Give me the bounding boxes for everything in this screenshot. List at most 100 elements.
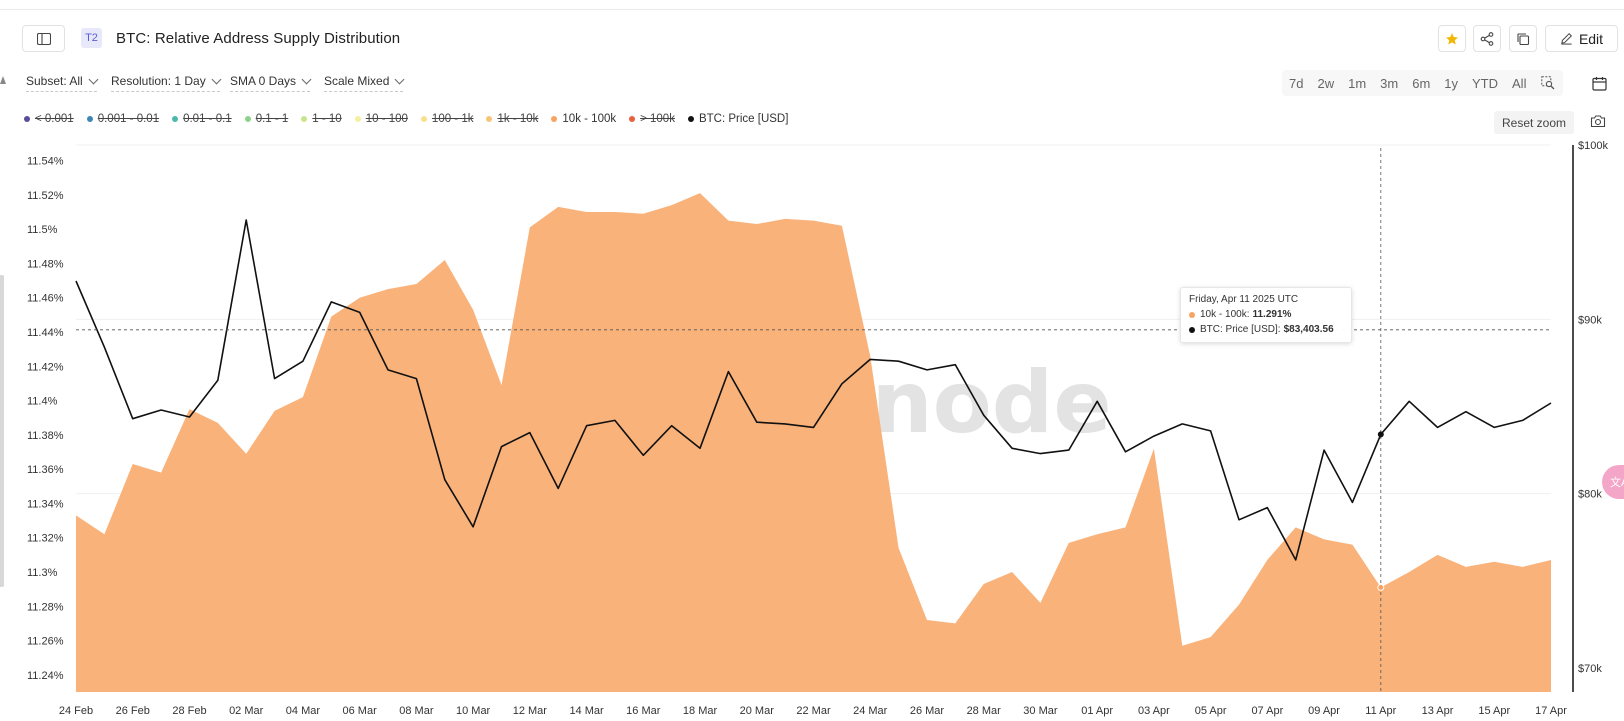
collapse-caret-icon[interactable] [0, 76, 6, 84]
x-tick-label: 01 Apr [1081, 705, 1113, 717]
subset-label: Subset: All [26, 74, 83, 88]
duplicate-button[interactable] [1509, 25, 1537, 52]
legend-label: < 0.001 [35, 113, 74, 125]
legend-dot-icon [687, 116, 694, 122]
range-6m-button[interactable]: 6m [1412, 75, 1431, 91]
x-tick-label: 28 Mar [967, 705, 1002, 717]
legend-item[interactable]: 0.1 - 1 [244, 113, 289, 125]
sidebar-panel-icon [36, 32, 51, 45]
left-scroll-handle[interactable] [0, 275, 4, 587]
y-left-tick-label: 11.38% [27, 430, 64, 442]
zoom-select-icon [1541, 76, 1555, 90]
tooltip-dot-black [1189, 326, 1195, 333]
tooltip-series2-label: BTC: Price [USD]: [1200, 324, 1281, 335]
legend-label: 10k - 100k [562, 113, 617, 125]
x-tick-label: 17 Apr [1535, 705, 1567, 717]
legend-item[interactable]: < 0.001 [24, 113, 74, 125]
page-title: BTC: Relative Address Supply Distributio… [116, 30, 401, 47]
tooltip-series1-label: 10k - 100k: [1200, 309, 1250, 320]
range-1y-button[interactable]: 1y [1444, 75, 1459, 91]
chart-controls: Subset: All Resolution: 1 Day SMA 0 Days… [0, 70, 1624, 96]
pencil-icon [1561, 32, 1572, 45]
tier-badge: T2 [81, 28, 102, 48]
chart-header: T2 BTC: Relative Address Supply Distribu… [0, 22, 1624, 56]
range-ytd-button[interactable]: YTD [1472, 75, 1499, 91]
chart-plot[interactable]: glassnode11.24%11.26%11.28%11.3%11.32%11… [0, 140, 1624, 721]
y-left-tick-label: 11.3% [27, 567, 58, 579]
legend-label: 0.1 - 1 [255, 113, 289, 125]
legend-label: 0.01 - 0.1 [183, 113, 232, 125]
legend-label: 1 - 10 [312, 113, 342, 125]
x-tick-label: 12 Mar [513, 705, 548, 717]
legend-item[interactable]: 10 - 100 [354, 113, 408, 125]
x-tick-label: 24 Feb [59, 705, 93, 717]
legend-item[interactable]: 0.001 - 0.01 [86, 113, 160, 125]
screenshot-button[interactable] [1590, 114, 1608, 132]
calendar-icon [1591, 76, 1607, 91]
legend-item[interactable]: 100 - 1k [420, 113, 474, 125]
x-tick-label: 07 Apr [1251, 705, 1283, 717]
x-tick-label: 14 Mar [569, 705, 604, 717]
legend-dot-icon [301, 116, 308, 122]
chevron-down-icon [211, 74, 222, 84]
y-left-tick-label: 11.46% [27, 293, 64, 305]
reset-zoom-button[interactable]: Reset zoom [1494, 111, 1575, 134]
y-left-tick-label: 11.24% [27, 670, 64, 682]
legend-dot-icon [420, 116, 427, 122]
resolution-dropdown[interactable]: Resolution: 1 Day [111, 74, 222, 92]
zoom-select-button[interactable] [1533, 70, 1563, 96]
y-right-tick-label: $90k [1578, 314, 1602, 326]
x-tick-label: 16 Mar [626, 705, 661, 717]
x-tick-label: 20 Mar [740, 705, 775, 717]
calendar-button[interactable] [1588, 72, 1610, 94]
legend-item[interactable]: 1 - 10 [301, 113, 342, 125]
range-3m-button[interactable]: 3m [1380, 75, 1399, 91]
star-icon [1446, 32, 1458, 44]
legend-dot-icon [629, 116, 636, 122]
translate-fab[interactable]: 文A [1602, 465, 1624, 499]
time-range-selector: 7d 2w 1m 3m 6m 1y YTD All [1282, 70, 1564, 96]
x-tick-label: 28 Feb [172, 705, 206, 717]
legend-item[interactable]: 0.01 - 0.1 [172, 113, 232, 125]
legend-item[interactable]: 10k - 100k [551, 113, 616, 125]
y-right-tick-label: $100k [1578, 140, 1608, 152]
crosshair-point-area [1377, 583, 1385, 591]
tooltip-dot-orange [1189, 311, 1195, 318]
legend-label: 100 - 1k [431, 113, 474, 125]
chart-legend: < 0.001 0.001 - 0.01 0.01 - 0.1 0.1 - 1 1 - … [24, 110, 801, 128]
range-all-button[interactable]: All [1512, 75, 1527, 91]
y-left-tick-label: 11.52% [27, 190, 64, 202]
x-tick-label: 13 Apr [1422, 705, 1454, 717]
subset-dropdown[interactable]: Subset: All [26, 74, 99, 92]
scale-dropdown[interactable]: Scale Mixed [324, 74, 405, 92]
range-2w-button[interactable]: 2w [1317, 75, 1335, 91]
resolution-label: Resolution: 1 Day [111, 74, 206, 88]
legend-dot-icon [354, 116, 361, 122]
favorite-button[interactable] [1438, 25, 1466, 52]
legend-label: 0.001 - 0.01 [97, 113, 160, 125]
tooltip-series1-value: 11.291% [1252, 309, 1292, 320]
edit-button[interactable]: Edit [1545, 25, 1618, 52]
x-tick-label: 30 Mar [1023, 705, 1058, 717]
x-tick-label: 08 Mar [399, 705, 434, 717]
legend-item[interactable]: BTC: Price [USD] [687, 113, 788, 125]
x-tick-label: 26 Feb [116, 705, 150, 717]
share-button[interactable] [1473, 25, 1501, 52]
range-1m-button[interactable]: 1m [1348, 75, 1367, 91]
range-7d-button[interactable]: 7d [1289, 75, 1304, 91]
y-left-tick-label: 11.28% [27, 601, 64, 613]
scale-label: Scale Mixed [324, 74, 390, 88]
sma-dropdown[interactable]: SMA 0 Days [230, 74, 312, 92]
y-left-tick-label: 11.4% [27, 396, 58, 408]
x-tick-label: 02 Mar [229, 705, 264, 717]
y-left-tick-label: 11.26% [27, 636, 64, 648]
series-10k-100k-area [76, 193, 1551, 692]
legend-item[interactable]: 1k - 10k [486, 113, 538, 125]
y-left-tick-label: 11.44% [27, 327, 64, 339]
tooltip-row-10k-100k: 10k - 100k: 11.291% [1189, 309, 1343, 320]
sidebar-toggle-button[interactable] [22, 25, 65, 52]
legend-label: 1k - 10k [497, 113, 539, 125]
x-tick-label: 06 Mar [343, 705, 378, 717]
x-tick-label: 15 Apr [1478, 705, 1510, 717]
legend-item[interactable]: > 100k [629, 113, 675, 125]
